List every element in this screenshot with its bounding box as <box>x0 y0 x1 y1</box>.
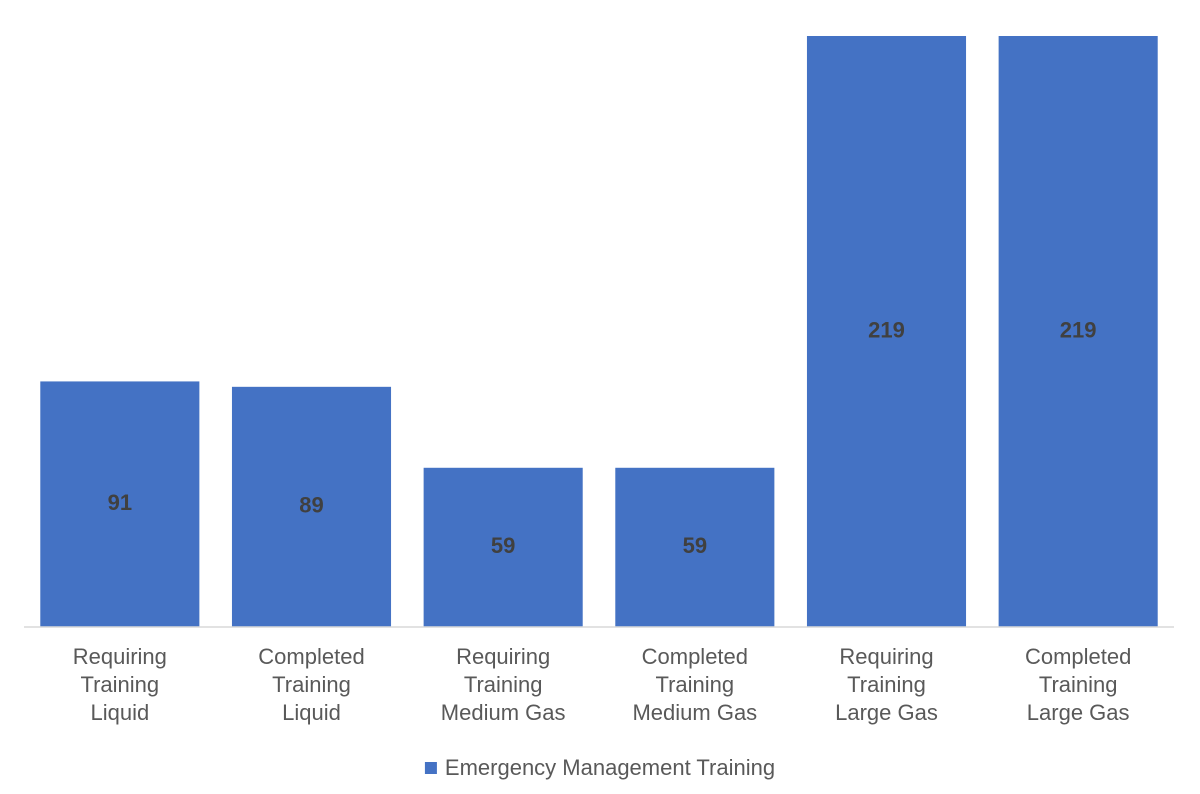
x-tick-label: Large Gas <box>1027 700 1130 725</box>
data-label: 59 <box>491 533 515 558</box>
x-tick-label: Training <box>1039 672 1118 697</box>
legend-label: Emergency Management Training <box>445 755 775 780</box>
x-tick-label: Training <box>464 672 543 697</box>
bar <box>423 467 583 627</box>
data-label: 219 <box>868 317 905 342</box>
x-tick-label: Training <box>847 672 926 697</box>
legend: Emergency Management Training <box>424 755 775 780</box>
x-tick-label: Medium Gas <box>441 700 566 725</box>
bar <box>40 381 200 627</box>
bar <box>806 36 967 627</box>
x-tick-label: Requiring <box>456 644 550 669</box>
data-label: 89 <box>299 493 323 518</box>
bar <box>998 36 1158 627</box>
bar <box>615 467 775 627</box>
legend-marker <box>424 762 437 774</box>
x-tick-label: Liquid <box>90 700 149 725</box>
x-tick-label: Large Gas <box>835 700 938 725</box>
x-tick-label: Liquid <box>282 700 341 725</box>
data-label: 219 <box>1060 317 1097 342</box>
bar <box>231 386 392 627</box>
x-tick-label: Requiring <box>73 644 167 669</box>
x-tick-label: Training <box>655 672 734 697</box>
data-label: 91 <box>108 490 132 515</box>
x-tick-label: Completed <box>258 644 364 669</box>
x-tick-label: Completed <box>1025 644 1131 669</box>
x-tick-label: Medium Gas <box>632 700 757 725</box>
x-tick-label: Requiring <box>839 644 933 669</box>
x-tick-label: Training <box>272 672 351 697</box>
data-label: 59 <box>683 533 707 558</box>
x-tick-label: Training <box>80 672 159 697</box>
x-tick-label: Completed <box>642 644 748 669</box>
